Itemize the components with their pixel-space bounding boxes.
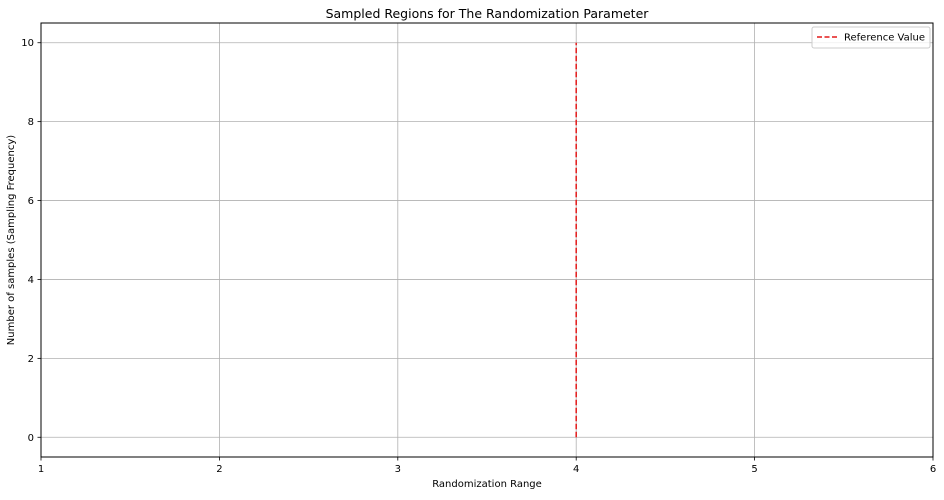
x-tick-label: 1 <box>38 464 44 475</box>
y-tick-label: 6 <box>28 196 34 207</box>
y-ticks-layer: 0 2 4 6 8 10 <box>21 38 41 444</box>
y-tick-label: 8 <box>28 117 34 128</box>
legend-label-reference-value: Reference Value <box>844 33 925 44</box>
chart-title: Sampled Regions for The Randomization Pa… <box>326 6 650 21</box>
x-axis-label: Randomization Range <box>432 479 542 490</box>
x-tick-label: 6 <box>930 464 936 475</box>
y-tick-label: 10 <box>21 38 34 49</box>
y-tick-label: 2 <box>28 354 34 365</box>
x-tick-label: 3 <box>395 464 401 475</box>
legend-box <box>811 26 931 49</box>
x-tick-label: 4 <box>573 464 579 475</box>
legend: Reference Value <box>811 26 931 49</box>
x-tick-label: 5 <box>751 464 757 475</box>
x-tick-label: 2 <box>216 464 222 475</box>
plot-frame <box>40 22 934 458</box>
x-ticks-layer: 1 2 3 4 5 6 <box>38 457 936 475</box>
y-axis-label: Number of samples (Sampling Frequency) <box>6 135 17 345</box>
y-tick-label: 0 <box>28 433 34 444</box>
y-tick-label: 4 <box>28 275 34 286</box>
